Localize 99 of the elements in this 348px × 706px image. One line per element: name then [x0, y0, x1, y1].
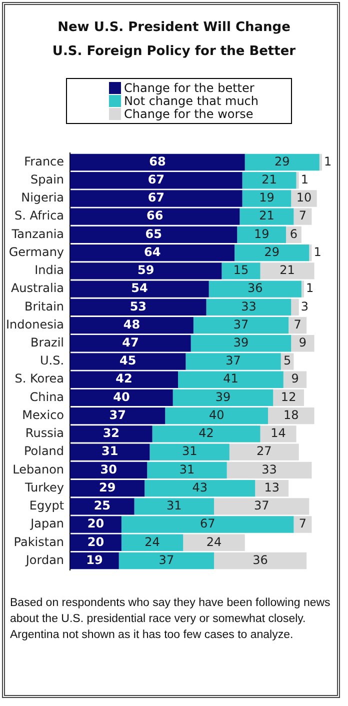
- legend-label: Not change that much: [124, 94, 258, 108]
- data-label: 33: [262, 462, 277, 476]
- y-tick-label: Pakistan: [14, 534, 64, 549]
- data-label: 29: [274, 154, 290, 168]
- data-label: 21: [280, 263, 295, 278]
- data-label: 47: [122, 336, 139, 350]
- data-label: 1: [306, 281, 314, 296]
- data-label: 39: [215, 390, 231, 404]
- data-label: 10: [296, 190, 312, 205]
- data-label: 14: [270, 426, 286, 440]
- y-tick-label: Australia: [10, 281, 64, 296]
- data-label: 39: [233, 336, 249, 350]
- data-label: 27: [256, 444, 272, 458]
- data-label: 67: [148, 172, 165, 186]
- data-label: 41: [223, 372, 238, 386]
- data-label: 59: [138, 263, 154, 278]
- data-label: 12: [280, 390, 296, 404]
- y-tick-label: Nigeria: [21, 190, 64, 205]
- data-label: 31: [102, 444, 118, 458]
- y-tick-label: Mexico: [22, 408, 64, 422]
- data-label: 36: [248, 281, 263, 296]
- data-label: 31: [182, 444, 198, 458]
- y-tick-label: Russia: [25, 426, 64, 440]
- data-label: 48: [123, 317, 140, 332]
- data-label: 6: [290, 226, 298, 241]
- data-label: 30: [100, 462, 117, 476]
- y-tick-label: Jordan: [24, 552, 64, 567]
- y-tick-label: U.S.: [40, 354, 64, 368]
- data-label: 18: [284, 408, 299, 422]
- y-tick-label: Turkey: [24, 480, 64, 494]
- data-label: 19: [259, 190, 274, 205]
- data-label: 43: [192, 480, 208, 494]
- data-label: 65: [145, 226, 162, 241]
- y-tick-label: Spain: [30, 172, 64, 186]
- data-label: 20: [87, 516, 104, 531]
- data-label: 67: [148, 190, 165, 205]
- data-label: 37: [158, 552, 174, 567]
- data-label: 37: [226, 354, 241, 368]
- data-label: 21: [262, 172, 277, 186]
- data-label: 67: [200, 516, 216, 531]
- data-label: 53: [130, 299, 147, 314]
- y-tick-label: India: [34, 263, 64, 278]
- data-label: 37: [109, 408, 126, 422]
- y-tick-label: Britain: [24, 299, 64, 314]
- y-tick-label: Poland: [24, 444, 64, 458]
- data-label: 33: [241, 299, 256, 314]
- y-tick-label: Brazil: [30, 336, 64, 350]
- data-label: 45: [120, 354, 136, 368]
- y-tick-label: Indonesia: [6, 317, 64, 332]
- data-label: 9: [291, 372, 299, 386]
- data-label: 15: [233, 263, 249, 278]
- y-tick-label: Japan: [30, 516, 64, 531]
- data-label: 40: [208, 408, 224, 422]
- y-tick-label: S. Korea: [14, 372, 64, 386]
- data-label: 42: [116, 372, 132, 386]
- chart-title: New U.S. President Will Change U.S. Foreign Policy for the Better: [51, 19, 297, 61]
- data-label: 37: [254, 498, 270, 513]
- data-label: 37: [233, 317, 249, 332]
- data-label: 21: [259, 208, 274, 223]
- data-label: 5: [283, 354, 292, 368]
- y-tick-label: S. Africa: [14, 208, 64, 223]
- data-label: 19: [86, 552, 103, 567]
- data-label: 3: [300, 299, 308, 314]
- legend-label: Change for the better: [124, 80, 254, 94]
- data-label: 7: [294, 317, 302, 332]
- text: Based on respondents who say they have been following news about the U.S. presidential race very or somewhat closely.: [10, 596, 332, 627]
- data-label: 32: [102, 426, 120, 440]
- data-label: 40: [113, 390, 130, 404]
- data-label: 1: [314, 244, 322, 259]
- data-label: 42: [198, 426, 214, 440]
- y-tick-label: Lebanon: [12, 462, 64, 476]
- data-label: 20: [87, 534, 104, 549]
- data-label: 29: [98, 480, 116, 494]
- data-label: 31: [179, 462, 195, 476]
- data-label: 19: [254, 226, 270, 241]
- y-tick-label: Egypt: [29, 498, 64, 513]
- data-label: 36: [252, 552, 268, 567]
- data-label: 7: [298, 516, 307, 531]
- data-label: 29: [264, 244, 280, 259]
- legend-label: Change for the worse: [124, 106, 254, 120]
- data-label: 68: [149, 154, 166, 168]
- data-label: 54: [131, 281, 148, 296]
- y-tick-label: Tanzania: [10, 226, 64, 241]
- data-label: 9: [298, 336, 307, 350]
- data-label: 24: [144, 534, 160, 549]
- text: Argentina not shown as it has too few cases to analyze.: [10, 628, 294, 643]
- data-label: 64: [144, 244, 161, 259]
- data-label: 31: [166, 498, 182, 513]
- y-tick-label: Germany: [8, 244, 64, 259]
- data-label: 66: [146, 208, 164, 223]
- data-label: 24: [206, 534, 222, 549]
- y-tick-label: France: [24, 154, 64, 168]
- data-label: 1: [300, 172, 308, 186]
- bar: [319, 154, 322, 171]
- data-label: 25: [94, 498, 111, 513]
- data-label: 7: [298, 208, 307, 223]
- data-label: 1: [324, 154, 332, 168]
- data-label: 13: [264, 480, 280, 494]
- y-tick-label: China: [30, 390, 64, 404]
